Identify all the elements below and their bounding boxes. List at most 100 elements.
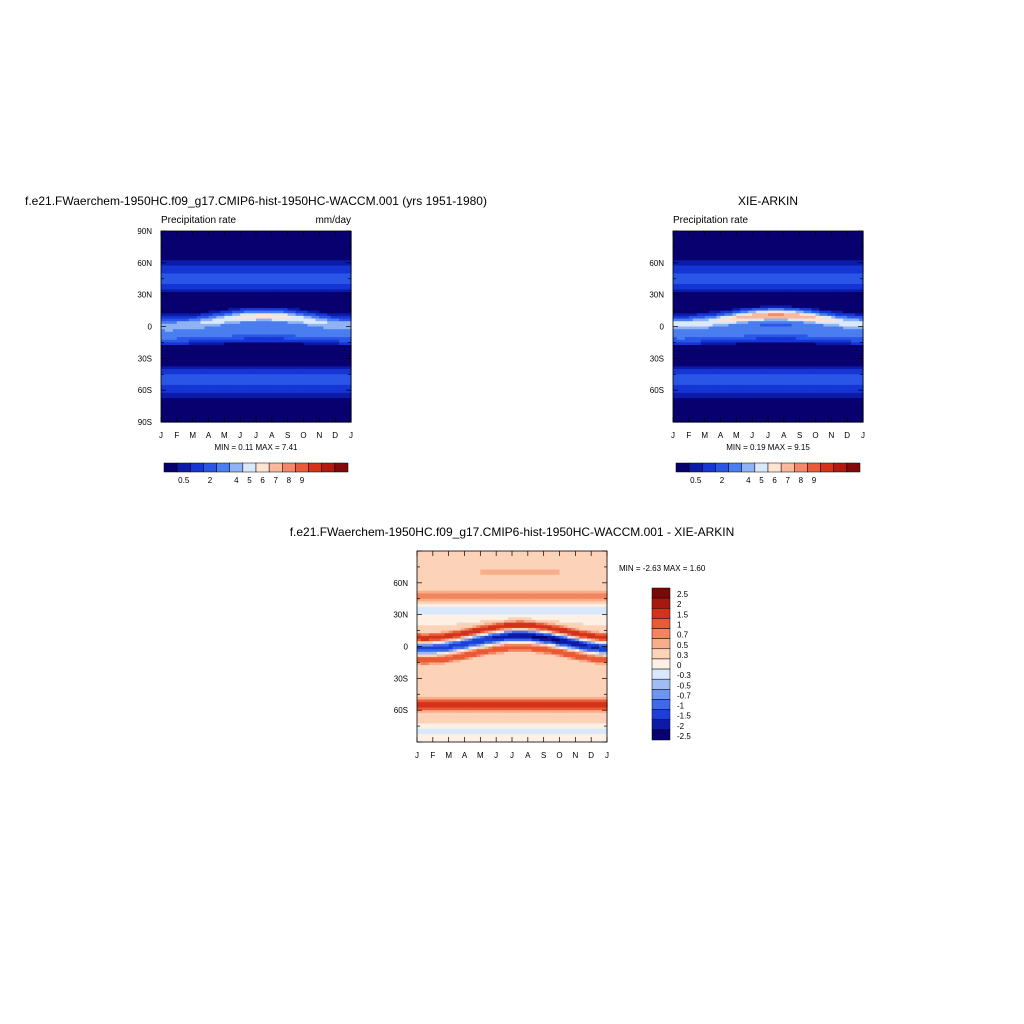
- panel-model-cell: [180, 329, 186, 333]
- panel-obs-cell: [736, 350, 741, 354]
- panel-obs-cell: [708, 331, 714, 336]
- panel-obs-cell: [673, 419, 678, 423]
- panel-model-cell: [331, 347, 336, 351]
- panel-model-cell: [295, 358, 301, 362]
- panel-obs-cell: [676, 246, 682, 251]
- panel-model-cell: [319, 334, 324, 338]
- panel-model-cell: [196, 339, 202, 344]
- panel-obs-cell: [684, 257, 690, 261]
- panel-model-cell: [188, 400, 194, 405]
- panel-model-cell: [303, 331, 309, 336]
- panel-model-cell: [311, 363, 316, 367]
- panel-model-cell: [248, 406, 253, 410]
- panel-model-cell: [339, 347, 344, 351]
- panel-model-cell: [172, 252, 178, 256]
- panel-obs-cell: [696, 289, 702, 293]
- panel-model-cell: [212, 371, 218, 375]
- panel-obs-cell: [748, 363, 753, 367]
- panel-obs-cell: [680, 416, 686, 420]
- panel-model-cell: [196, 236, 202, 240]
- panel-model-cell: [287, 382, 293, 386]
- panel-obs-cell: [708, 326, 714, 330]
- panel-model-cell: [204, 231, 210, 235]
- panel-obs-cell: [676, 307, 682, 312]
- panel-obs-cell: [680, 318, 686, 322]
- panel-model-cell: [331, 231, 336, 235]
- panel-model-cell: [224, 244, 229, 248]
- panel-model-cell: [256, 360, 261, 365]
- panel-model-cell: [244, 273, 249, 277]
- panel-model-cell: [307, 244, 313, 248]
- panel-obs-cell: [696, 294, 702, 298]
- panel-obs-cell: [716, 254, 722, 259]
- panel-model-cell: [192, 260, 198, 264]
- panel-model-cell: [192, 278, 198, 282]
- panel-model-cell: [315, 249, 320, 253]
- panel-model-cell: [275, 406, 281, 410]
- panel-model-cell: [319, 342, 324, 346]
- panel-obs-cell: [724, 392, 730, 397]
- panel-model-cell: [347, 395, 352, 399]
- panel-obs-cell: [712, 262, 718, 267]
- panel-model-cell: [335, 360, 340, 365]
- panel-model-cell: [208, 355, 214, 359]
- panel-model-cell: [228, 411, 233, 415]
- panel-obs-cell: [716, 270, 722, 275]
- panel-model-cell: [256, 353, 261, 357]
- panel-model-cell: [323, 310, 328, 314]
- panel-model-cell: [343, 387, 348, 391]
- panel-model-cell: [287, 371, 293, 375]
- panel-model-cell: [180, 310, 186, 314]
- panel-model-cell: [271, 337, 277, 341]
- panel-model-cell: [220, 281, 225, 285]
- panel-model-cell: [161, 334, 166, 338]
- panel-model-cell: [287, 238, 293, 243]
- panel-model-cell: [303, 395, 309, 399]
- panel-model-cell: [196, 233, 202, 237]
- panel-model-cell: [279, 297, 285, 301]
- panel-model-cell: [252, 262, 257, 267]
- panel-model-cell: [267, 315, 273, 320]
- panel-model-cell: [176, 238, 182, 243]
- panel-model-cell: [184, 358, 190, 362]
- panel-model-cell: [287, 297, 293, 301]
- panel-obs-cell: [736, 363, 741, 367]
- panel-model-cell: [228, 387, 233, 391]
- panel-model-cell: [196, 292, 202, 296]
- panel-obs-cell: [744, 318, 749, 322]
- panel-model-cell: [259, 326, 265, 330]
- panel-obs-cell: [712, 236, 718, 240]
- panel-obs-cell: [748, 323, 753, 328]
- panel-model-cell: [279, 416, 285, 420]
- panel-model-cell: [259, 342, 265, 346]
- panel-model-cell: [311, 376, 316, 381]
- panel-model-cell: [224, 281, 229, 285]
- panel-model-cell: [323, 270, 328, 275]
- panel-model-cell: [275, 363, 281, 367]
- panel-model-cell: [347, 387, 352, 391]
- panel-model-cell: [208, 408, 214, 412]
- panel-model-cell: [200, 297, 206, 301]
- panel-obs-cell: [688, 318, 694, 322]
- panel-model-cell: [315, 350, 320, 354]
- panel-model-x-tick-label: J: [159, 431, 163, 440]
- panel-model-cell: [323, 339, 328, 344]
- panel-model-cell: [335, 371, 340, 375]
- panel-model-cell: [263, 337, 269, 341]
- panel-model-cell: [319, 305, 324, 309]
- panel-model-cell: [291, 292, 297, 296]
- panel-obs-cell: [728, 315, 733, 320]
- panel-model-cell: [196, 315, 202, 320]
- panel-model-cell: [252, 286, 257, 290]
- panel-model-cell: [188, 286, 194, 290]
- panel-obs-cell: [732, 387, 737, 391]
- panel-model-cell: [323, 345, 328, 349]
- panel-model-cell: [311, 321, 316, 325]
- panel-model-cell: [291, 262, 297, 267]
- panel-model-cell: [347, 246, 352, 251]
- panel-model-cell: [188, 408, 194, 412]
- panel-model-cell: [192, 334, 198, 338]
- panel-model-cell: [256, 371, 261, 375]
- panel-model-cell: [188, 292, 194, 296]
- panel-obs-cell: [724, 257, 730, 261]
